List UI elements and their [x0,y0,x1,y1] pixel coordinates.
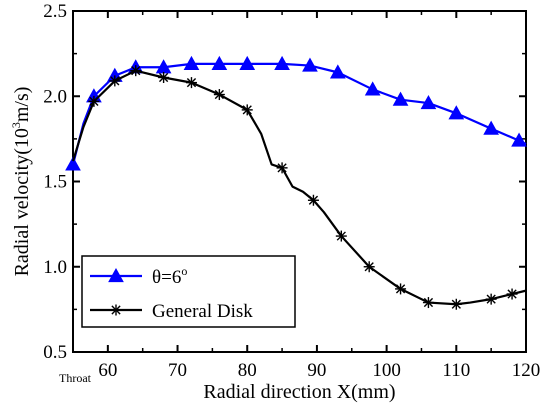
y-axis-title-superscript: 3 [9,122,23,128]
series-1-point [211,55,228,70]
asterisk-stroke [451,299,461,309]
y-tick-label: 2.5 [43,1,67,22]
y-axis-title: Radial velocity(103m/s) [9,87,33,277]
asterisk-stroke [110,76,120,86]
series-1-point [329,64,346,79]
series-2-point [363,261,375,273]
asterisk-stroke [423,297,434,308]
asterisk-stroke [131,66,141,76]
asterisk-stroke [486,294,496,304]
series-1-point [65,156,81,171]
y-tick-label: 2.0 [43,86,67,107]
asterisk-stroke [111,305,121,315]
x-axis-title: Radial direction X(mm) [203,381,395,403]
x-tick-label-throat: Throat [59,371,92,385]
x-tick-label: 70 [168,360,187,381]
asterisk-stroke [89,96,99,106]
x-tick-label: 120 [512,360,541,381]
y-tick-label: 0.5 [43,342,67,363]
y-tick-label: 1.0 [43,257,67,278]
series-2-point [276,162,288,174]
asterisk-stroke [214,89,224,100]
series-1-point [302,57,318,72]
asterisk-stroke [507,289,517,299]
x-tick-label: 80 [238,360,257,381]
series-2-point [307,194,319,206]
series-2-point [335,230,347,242]
legend-label-base: θ=6 [152,267,181,288]
legend-label-2: General Disk [152,301,253,322]
series-2-point [88,95,100,107]
series-1-point [448,105,465,120]
asterisk-stroke [158,72,169,83]
asterisk-stroke [186,77,197,88]
y-tick-label: 1.5 [43,172,67,193]
series-2-point [395,283,407,295]
series-1-point [420,95,437,110]
series-2-point [485,293,497,305]
series-2-point [213,89,225,101]
y-axis-title-suffix: m/s) [11,87,33,123]
series-1-point [239,55,256,70]
asterisk-stroke [308,195,319,205]
series-2-point [130,65,142,77]
series-2-point [158,71,170,83]
legend-marker-2 [110,304,122,316]
legend-label-1: θ=6o [152,264,187,288]
series-2-point [185,77,197,89]
x-tick-label: 60 [98,360,117,381]
x-tick-label: 110 [442,360,470,381]
series-1-point [511,132,527,147]
asterisk-stroke [242,105,252,115]
series-2-point [506,288,518,300]
series-1-point [364,81,381,96]
x-tick-label: 100 [372,360,401,381]
series-1-point [274,55,290,70]
legend-label-superscript: o [181,264,187,278]
asterisk-stroke [336,231,346,241]
series-1-point [183,55,200,70]
series-2-point [109,75,121,87]
asterisk-stroke [277,163,287,173]
series-1-point [483,120,500,135]
series-2-point [450,298,462,310]
y-axis-title-prefix: Radial velocity(10 [11,128,33,276]
series-2-point [422,297,434,309]
legend-box [81,255,296,328]
x-tick-label: 90 [307,360,326,381]
series-1-point [392,91,409,106]
legend-marker-1 [108,267,124,283]
asterisk-stroke [364,262,374,272]
asterisk-stroke [395,284,406,294]
series-2-point [241,104,253,116]
